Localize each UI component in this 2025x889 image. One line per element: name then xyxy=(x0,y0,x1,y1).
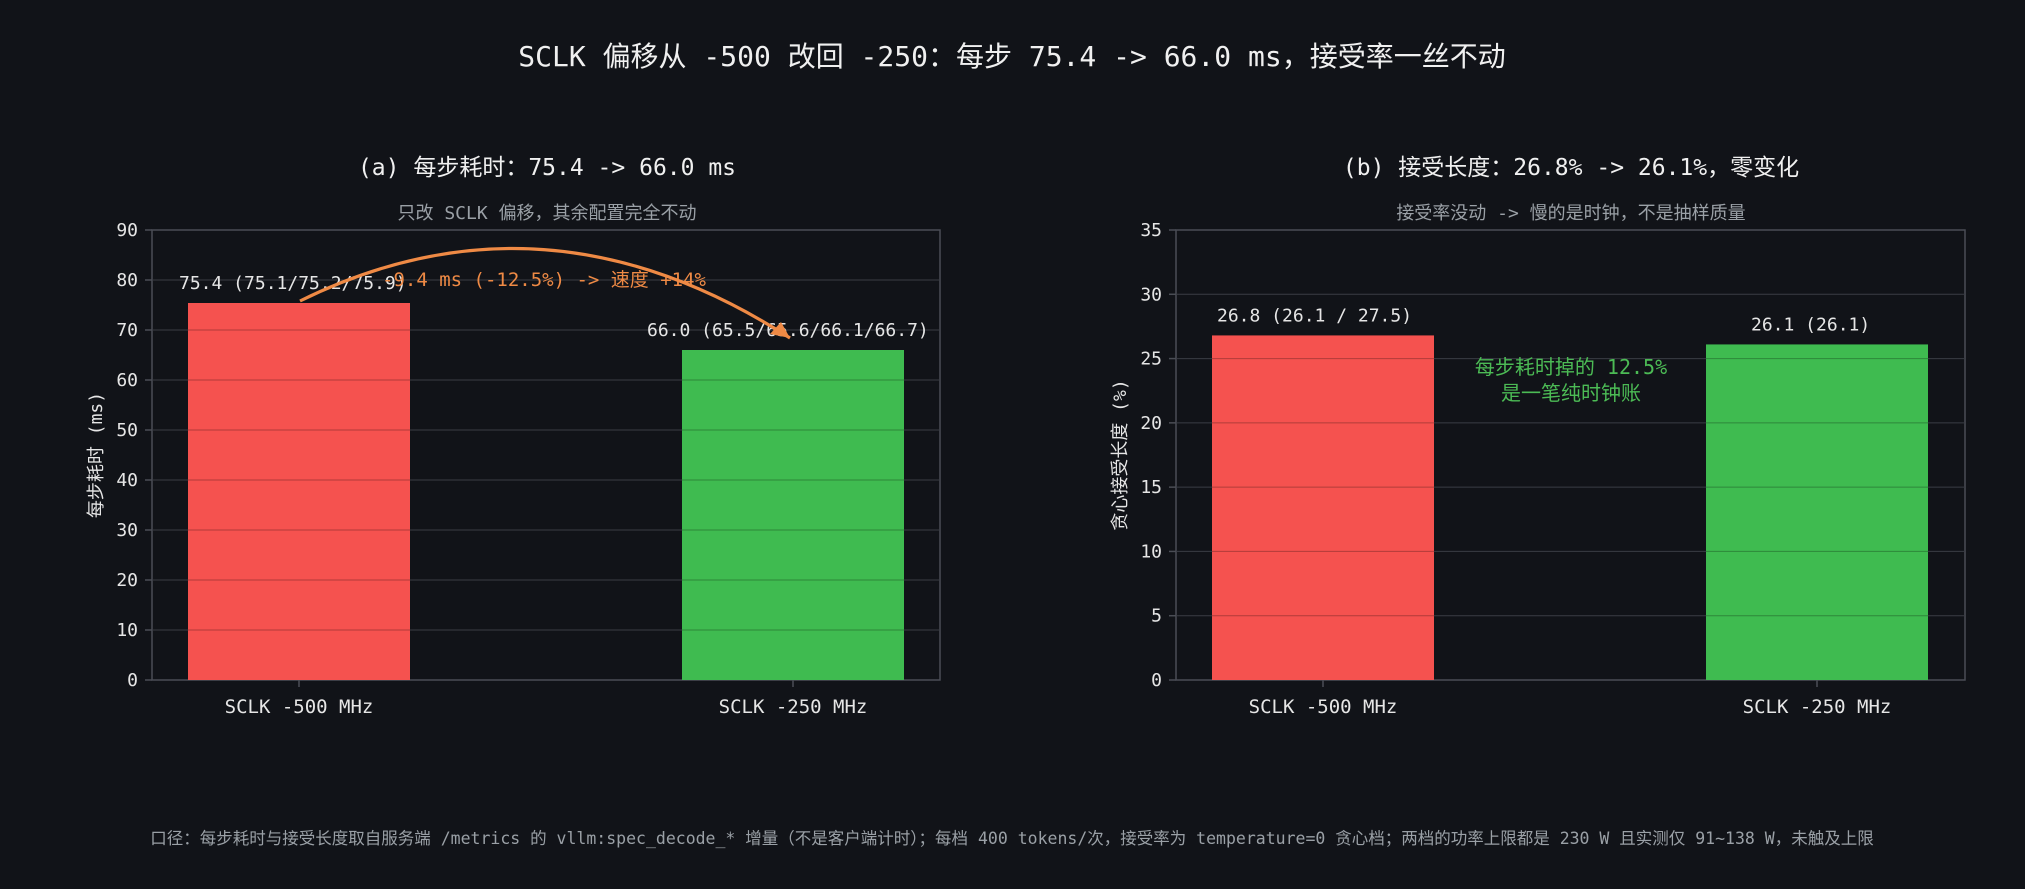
panel-a-ytick-label: 10 xyxy=(116,620,138,641)
panel-a-bar-1 xyxy=(188,303,410,680)
panel-a-ylabel: 每步耗时 (ms) xyxy=(86,392,107,518)
panel-b-bar-2 xyxy=(1706,344,1928,680)
panel-b-annotation-line-2: 是一笔纯时钟账 xyxy=(1501,381,1641,405)
panel-b-bar-1 xyxy=(1212,335,1434,680)
panel-a-marks: 0 10 20 30 40 50 60 70 80 90 SCLK -500 MHz 75.4 (75… xyxy=(116,220,941,718)
panel-b-ytick-label: 35 xyxy=(1140,220,1162,241)
panel-b-subtitle: 接受率没动 -> 慢的是时钟，不是抽样质量 xyxy=(1396,203,1745,224)
panel-a-data-label-2: 66.0 (65.5/65.6/66.1/66.7) xyxy=(647,320,929,341)
panel-a-subtitle: 只改 SCLK 偏移，其余配置完全不动 xyxy=(397,203,696,224)
panel-a-annotation: -9.4 ms (-12.5%) -> 速度 +14% xyxy=(382,269,707,291)
panel-a-xtick-label: SCLK -250 MHz xyxy=(719,696,868,718)
panel-b-ytick-label: 30 xyxy=(1140,284,1162,305)
panel-a-ytick-label: 60 xyxy=(116,370,138,391)
panel-b-ylabel: 贪心接受长度 (%) xyxy=(1110,379,1131,530)
panel-a-plot-frame xyxy=(151,229,941,681)
panel-b-data-label-2: 26.1 (26.1) xyxy=(1751,314,1870,335)
panel-a-ytick-label: 90 xyxy=(116,220,138,241)
panel-a-ytick-label: 80 xyxy=(116,270,138,291)
panel-b-xtick-label: SCLK -250 MHz xyxy=(1743,696,1892,718)
panel-a-arrow-curve xyxy=(299,247,791,340)
panel-a-arrow-head xyxy=(770,322,790,338)
panel-b-annotation-line-1: 每步耗时掉的 12.5% xyxy=(1475,355,1667,379)
figure-title: SCLK 偏移从 -500 改回 -250：每步 75.4 -> 66.0 ms… xyxy=(518,40,1505,73)
panel-b-ytick-label: 15 xyxy=(1140,477,1162,498)
panel-a-ytick-label: 0 xyxy=(127,670,138,691)
panel-a-xtick-label: SCLK -500 MHz xyxy=(225,696,374,718)
panel-a-bar-2 xyxy=(682,350,904,680)
figure-footnote: 口径：每步耗时与接受长度取自服务端 /metrics 的 vllm:spec_d… xyxy=(150,829,1873,848)
panel-a: (a) 每步耗时：75.4 -> 66.0 ms 只改 SCLK 偏移，其余配置… xyxy=(86,155,941,718)
panel-b-ytick-label: 5 xyxy=(1151,606,1162,627)
panel-a-ytick-label: 70 xyxy=(116,320,138,341)
panel-b-plot-frame xyxy=(1175,229,1966,681)
panel-b-ytick-label: 20 xyxy=(1140,413,1162,434)
panel-b-ytick-label: 10 xyxy=(1140,541,1162,562)
panel-a-ytick-label: 20 xyxy=(116,570,138,591)
panel-b-ytick-label: 0 xyxy=(1151,670,1162,691)
panel-a-ytick-label: 30 xyxy=(116,520,138,541)
panel-b-data-label-1: 26.8 (26.1 / 27.5) xyxy=(1217,305,1412,326)
panel-a-ytick-label: 40 xyxy=(116,470,138,491)
panel-a-title: (a) 每步耗时：75.4 -> 66.0 ms xyxy=(358,155,736,181)
panel-b: (b) 接受长度：26.8% -> 26.1%，零变化 接受率没动 -> 慢的是… xyxy=(1110,155,1966,718)
panel-b-xtick-label: SCLK -500 MHz xyxy=(1249,696,1398,718)
panel-a-ytick-label: 50 xyxy=(116,420,138,441)
panel-b-title: (b) 接受长度：26.8% -> 26.1%，零变化 xyxy=(1343,155,1799,181)
panel-b-marks: 0 5 10 15 20 25 30 35 SCLK -500 MHz 26.8 (26.1 / … xyxy=(1140,220,1966,718)
panel-a-data-label-1: 75.4 (75.1/75.2/75.9) xyxy=(179,273,407,294)
panel-b-ytick-label: 25 xyxy=(1140,349,1162,370)
